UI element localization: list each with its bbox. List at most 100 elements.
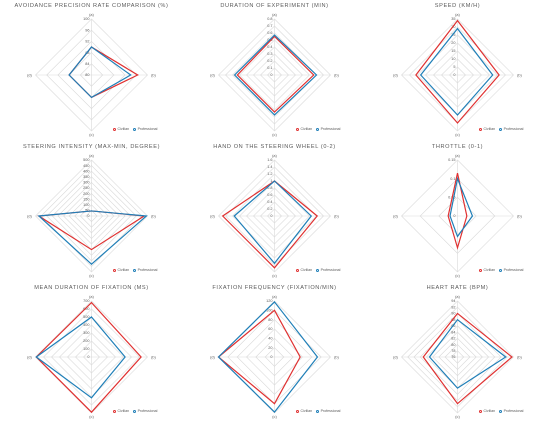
series-professional-line [35, 316, 126, 399]
tick-label: 100 [83, 347, 89, 351]
axis-label: (d) [210, 73, 215, 77]
tick-label: 1.2 [267, 172, 272, 176]
axis-label: (c) [89, 274, 94, 278]
tick-label: 700 [83, 299, 89, 303]
tick-label: 0.4 [267, 200, 272, 204]
tick-label: 0.1 [450, 177, 455, 181]
series-civilian-line [217, 309, 301, 405]
tick-label: 150 [83, 197, 89, 201]
legend-marker-icon [296, 409, 299, 413]
axis-label: (a) [455, 295, 460, 299]
tick-label: 500 [83, 315, 89, 319]
axis-label: (b) [517, 73, 522, 77]
tick-label: 300 [83, 181, 89, 185]
legend-label: Professional [320, 409, 341, 413]
legend-label: Civilian [300, 409, 313, 413]
legend-item-civilian: Civilian [479, 268, 495, 272]
legend: Civilian Professional [113, 409, 161, 413]
axis-label: (d) [27, 214, 32, 218]
legend-label: Professional [503, 127, 524, 131]
series-professional-line [419, 27, 494, 116]
axis-label: (d) [393, 355, 398, 359]
legend-item-professional: Professional [499, 127, 523, 131]
tick-label: 120 [266, 299, 272, 303]
chart-title: STEERING INTENSITY (MAX-MIN, DEGREE) [22, 144, 161, 150]
tick-label: 100 [83, 17, 89, 21]
tick-label: 88 [451, 318, 455, 322]
legend-marker-icon [133, 409, 137, 413]
legend-marker-icon [479, 127, 482, 131]
tick-label: 0 [87, 214, 89, 218]
tick-label: 0.8 [267, 186, 272, 190]
legend-marker-icon [296, 268, 299, 272]
series-civilian-line [35, 301, 142, 414]
tick-label: 20 [451, 41, 455, 45]
axis-label: (b) [517, 355, 522, 359]
legend: Civilian Professional [113, 127, 161, 131]
radar-chart: 0 100 200 300 400 500 600 700(a) (b) (c) (d) [27, 295, 156, 419]
tick-label: 76 [451, 355, 455, 359]
chart-title: THROTTLE (0-1) [431, 144, 484, 150]
axis-label: (a) [272, 154, 277, 158]
legend-item-civilian: Civilian [113, 127, 129, 131]
legend-marker-icon [316, 268, 320, 272]
legend-label: Civilian [483, 409, 496, 413]
tick-label: 5 [453, 65, 455, 69]
axis-label: (b) [517, 214, 522, 218]
radar-chart-panel: 0 50 100 150 200 250 300 350 400 450 500 (a) (b) (c) (… [0, 141, 183, 282]
axis-label: (c) [455, 133, 460, 137]
legend-item-civilian: Civilian [113, 409, 129, 413]
tick-label: 92 [85, 40, 89, 44]
legend: Civilian Professional [296, 409, 344, 413]
radar-chart-panel: 0 0.05 0.1 0.15 (a) (b) (c) (d) THROTTLE (0-1) Ci… [366, 141, 549, 282]
legend-label: Professional [503, 268, 524, 272]
series-professional-line [428, 318, 507, 389]
tick-label: 1.4 [267, 165, 272, 169]
radar-chart-panel: 0 5 10 15 20 25 30 35 (a) (b) (c) (d) SPEED (KM/H) Ci… [366, 0, 549, 141]
legend-item-civilian: Civilian [113, 268, 129, 272]
tick-label: 96 [85, 28, 89, 32]
tick-label: 300 [83, 331, 89, 335]
radar-chart: 0 5 10 15 20 25 30 35(a) (b) (c) (d) [393, 13, 522, 137]
legend-item-professional: Professional [499, 409, 523, 413]
legend-marker-icon [499, 268, 503, 272]
radar-chart-panel: 76 78 80 82 84 86 88 90 92 94 (a) (b) (c) (d) HEART RA… [366, 282, 549, 423]
tick-label: 84 [451, 330, 455, 334]
tick-label: 1.6 [267, 158, 272, 162]
legend-marker-icon [133, 127, 137, 131]
axis-label: (d) [393, 73, 398, 77]
axis-label: (b) [151, 73, 156, 77]
radar-chart: 0 0.2 0.4 0.6 0.8 1 1.2 1.4 1.6(a) (b) (c) (d) [210, 154, 339, 278]
legend-label: Professional [503, 409, 524, 413]
legend-label: Civilian [117, 409, 130, 413]
axis-label: (d) [393, 214, 398, 218]
tick-label: 0.4 [267, 45, 272, 49]
legend-item-professional: Professional [133, 268, 157, 272]
series-civilian-line [415, 19, 500, 124]
radar-chart: 00.10.20.30.40.50.60.70.8(a)(b)(c)(d) [210, 13, 339, 137]
tick-label: 400 [83, 323, 89, 327]
tick-label: 0 [270, 214, 272, 218]
legend-marker-icon [296, 127, 299, 131]
tick-label: 0.3 [267, 52, 272, 56]
legend: Civilian Professional [296, 127, 344, 131]
legend-item-professional: Professional [316, 127, 340, 131]
tick-label: 20 [268, 346, 272, 350]
legend-label: Professional [137, 127, 158, 131]
tick-label: 0.6 [267, 31, 272, 35]
legend-marker-icon [479, 409, 482, 413]
tick-label: 92 [451, 305, 455, 309]
legend-item-professional: Professional [316, 268, 340, 272]
tick-label: 0 [270, 355, 272, 359]
chart-title: SPEED (KM/H) [434, 3, 481, 9]
tick-label: 60 [268, 327, 272, 331]
axis-label: (c) [89, 415, 94, 419]
axis-label: (a) [89, 295, 94, 299]
legend-item-civilian: Civilian [479, 409, 495, 413]
series-professional-line [37, 210, 148, 265]
legend-label: Civilian [117, 127, 130, 131]
radar-chart-panel: 0 100 200 300 400 500 600 700 (a) (b) (c) (d) MEAN D… [0, 282, 183, 423]
legend-label: Professional [137, 409, 158, 413]
axis-label: (b) [151, 355, 156, 359]
